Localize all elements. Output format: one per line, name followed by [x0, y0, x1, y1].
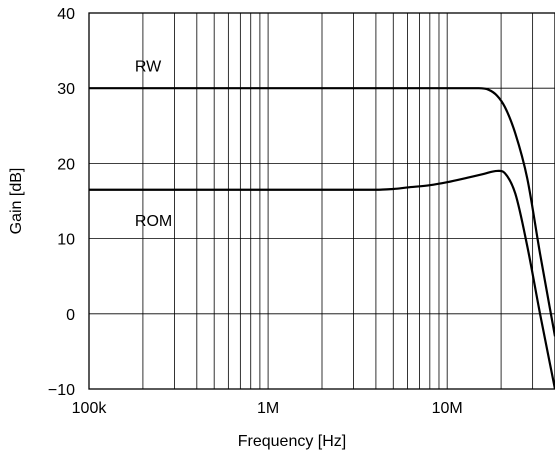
y-tick-label: 0: [66, 307, 75, 324]
x-tick-labels: 100k 1M 10M: [72, 400, 463, 417]
plot-frame: [88, 12, 555, 390]
y-tick-label: −10: [48, 382, 75, 399]
x-tick-label: 100k: [72, 400, 108, 417]
series-layer: RW ROM: [89, 59, 555, 390]
x-tick-label: 1M: [257, 400, 279, 417]
y-axis-label: Gain [dB]: [8, 168, 25, 235]
y-tick-labels: 40 30 20 10 0 −10: [48, 6, 75, 399]
series-line-rw: [89, 87, 555, 337]
x-tick-label: 10M: [432, 400, 463, 417]
series-label-rw: RW: [135, 59, 162, 76]
y-tick-label: 10: [57, 232, 75, 249]
y-tick-label: 40: [57, 6, 75, 23]
y-tick-label: 30: [57, 81, 75, 98]
grid: [89, 13, 555, 389]
series-label-rom: ROM: [135, 213, 172, 230]
y-tick-label: 20: [57, 156, 75, 173]
x-axis-label: Frequency [Hz]: [238, 433, 346, 450]
series-line-rom: [89, 169, 555, 390]
